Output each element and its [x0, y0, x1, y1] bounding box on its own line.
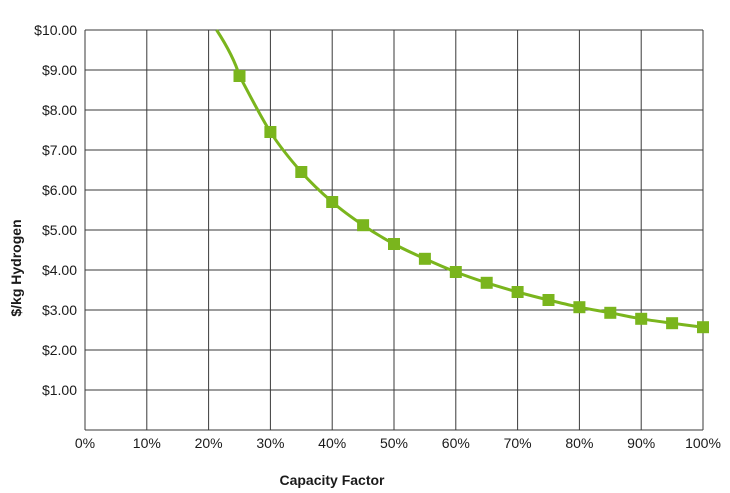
data-point-marker	[635, 312, 648, 325]
x-tick-label: 80%	[565, 435, 593, 451]
y-tick-label: $4.00	[42, 262, 77, 278]
y-tick-label: $7.00	[42, 142, 77, 158]
y-tick-label: $10.00	[34, 22, 77, 38]
series-line	[215, 29, 704, 329]
series	[215, 29, 709, 334]
x-tick-label: 50%	[380, 435, 408, 451]
x-tick-label: 70%	[504, 435, 532, 451]
data-point-marker	[418, 252, 431, 265]
data-point-marker	[697, 321, 709, 334]
x-axis-title: Capacity Factor	[279, 472, 385, 488]
data-point-marker	[264, 126, 277, 138]
data-point-marker	[511, 286, 524, 298]
y-tick-label: $2.00	[42, 342, 77, 358]
data-point-marker	[233, 70, 246, 82]
data-point-marker	[604, 306, 617, 319]
data-point-marker	[449, 266, 462, 278]
x-tick-label: 10%	[133, 435, 161, 451]
y-tick-label: $6.00	[42, 182, 77, 198]
x-tick-label: 60%	[442, 435, 470, 451]
y-axis-title: $/kg Hydrogen	[8, 219, 24, 316]
y-tick-label: $9.00	[42, 62, 77, 78]
y-tick-label: $3.00	[42, 302, 77, 318]
grid	[84, 29, 704, 431]
data-point-marker	[573, 301, 586, 314]
data-point-marker	[388, 238, 400, 250]
x-tick-label: 30%	[256, 435, 284, 451]
x-tick-label: 40%	[318, 435, 346, 451]
x-tick-label: 100%	[685, 435, 721, 451]
x-tick-label: 20%	[195, 435, 223, 451]
x-tick-label: 0%	[75, 435, 95, 451]
y-axis-ticks: $1.00 $2.00 $3.00 $4.00 $5.00 $6.00 $7.00 $8.00…	[34, 22, 77, 398]
data-point-marker	[480, 276, 493, 289]
x-tick-label: 90%	[627, 435, 655, 451]
y-tick-label: $8.00	[42, 102, 77, 118]
y-tick-label: $1.00	[42, 382, 77, 398]
data-point-marker	[357, 219, 370, 232]
data-point-marker	[542, 294, 555, 306]
data-point-marker	[295, 166, 308, 178]
data-point-marker	[666, 317, 679, 330]
data-point-marker	[326, 196, 339, 208]
x-axis-ticks: 0% 10% 20% 30% 40% 50% 60% 70% 80% 90% 100%	[75, 435, 721, 451]
y-tick-label: $5.00	[42, 222, 77, 238]
